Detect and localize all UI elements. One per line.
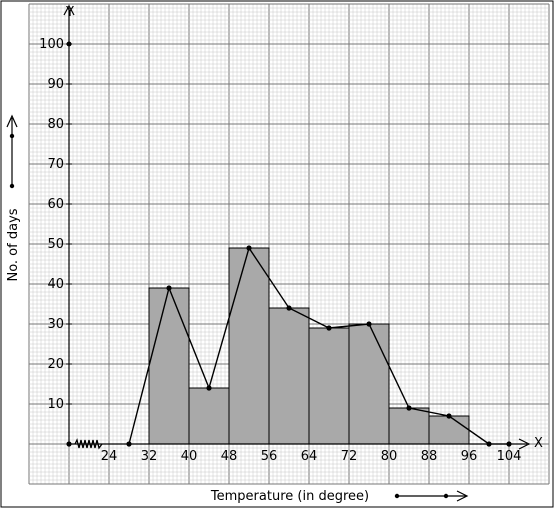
x-title-arrow-dot [443, 493, 449, 499]
y-axis-title: No. of days [6, 208, 21, 281]
x-tick-label: 88 [421, 449, 438, 464]
bars [148, 247, 470, 445]
histogram-bar [388, 407, 430, 445]
y-title-arrow-dot [9, 183, 15, 189]
x-tick-label: 48 [221, 449, 238, 464]
y-title-arrow-dot [9, 133, 15, 139]
x-axis-title: Temperature (in degree) [210, 489, 369, 504]
y-tick-label: 80 [47, 117, 64, 132]
x-tick-label: 64 [301, 449, 318, 464]
y-max-point [66, 41, 72, 47]
y-axis-arrow-icon [63, 4, 75, 16]
y-tick-label: 50 [47, 237, 64, 252]
y-tick-label: 30 [47, 317, 64, 332]
x-tick-label: 80 [381, 449, 398, 464]
y-tick-label: 100 [39, 37, 64, 52]
frequency-polygon-point [206, 385, 212, 391]
x-tick-label: 40 [181, 449, 198, 464]
frequency-polygon-point [406, 405, 412, 411]
y-tick-label: 20 [47, 357, 64, 372]
x-axis-letter: X [534, 436, 543, 451]
x-tick-label: 96 [461, 449, 478, 464]
histogram-bar [428, 415, 470, 445]
frequency-polygon-point [366, 321, 372, 327]
y-tick-label: 40 [47, 277, 64, 292]
y-axis-letter: Y [65, 5, 74, 20]
histogram-bar [268, 307, 310, 445]
axes [63, 4, 531, 450]
y-tick-label: 10 [47, 397, 64, 412]
x-axis-arrow-icon [518, 438, 531, 450]
x-title-arrow-dot [394, 493, 400, 499]
y-tick-label: 90 [47, 77, 64, 92]
frequency-polygon [66, 245, 512, 447]
x-tick-label: 56 [261, 449, 278, 464]
axis-break-icon [74, 438, 103, 450]
histogram-bar [148, 287, 190, 445]
histogram-bar [188, 387, 230, 445]
x-title-arrow-icon [456, 490, 469, 502]
tick-labels: 24 32 40 48 56 64 72 80 88 96 104 10 20 30 40 50 60 70 80 9… [39, 37, 521, 464]
x-tick-label: 72 [341, 449, 358, 464]
frequency-polygon-line [128, 246, 490, 445]
frequency-polygon-point [246, 245, 252, 251]
frequency-polygon-point [326, 325, 332, 331]
frequency-polygon-point [166, 285, 172, 291]
x-tick-label: 104 [497, 449, 522, 464]
decorations [6, 114, 469, 502]
frequency-polygon-point [286, 305, 292, 311]
histogram-bar [348, 323, 390, 445]
frequency-polygon-point [446, 413, 452, 419]
y-title-arrow-icon [6, 114, 18, 128]
frequency-polygon-point [126, 441, 132, 447]
axis-point [66, 441, 72, 447]
y-tick-label: 60 [47, 197, 64, 212]
x-tick-label: 24 [101, 449, 118, 464]
histogram-bar [308, 327, 350, 445]
x-tick-label: 32 [141, 449, 158, 464]
y-tick-label: 70 [47, 157, 64, 172]
histogram-bar [228, 247, 270, 445]
